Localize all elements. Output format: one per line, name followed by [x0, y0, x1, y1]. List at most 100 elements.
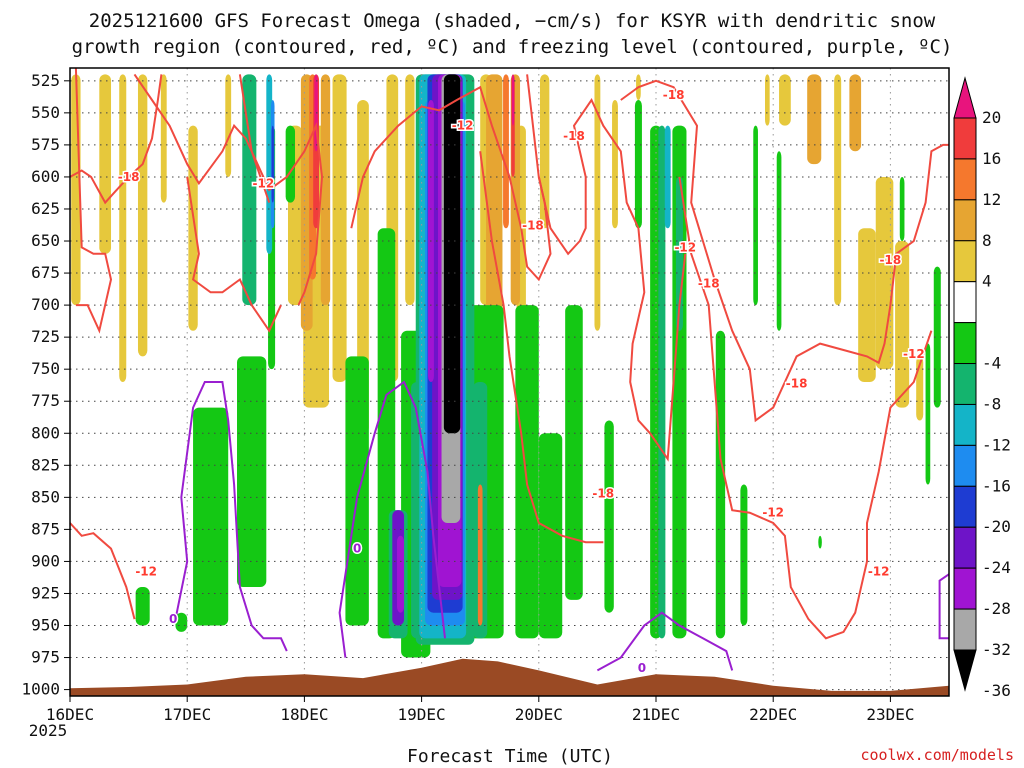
- sinking-plume: [895, 241, 910, 408]
- y-tick-label: 600: [31, 167, 60, 186]
- y-tick-label: 550: [31, 103, 60, 122]
- colorbar-swatch: [953, 158, 977, 201]
- rising-plume: [899, 176, 905, 242]
- colorbar-tick-label: -12: [982, 435, 1011, 454]
- y-tick-label: 975: [31, 648, 60, 667]
- rising-plume-strong: [658, 125, 666, 639]
- colorbar-tick-label: 8: [982, 231, 992, 250]
- colorbar-swatch: [953, 76, 977, 119]
- freezing-level-line: [596, 611, 734, 672]
- contour-label: -18: [663, 88, 685, 102]
- colorbar-swatch: [953, 526, 977, 569]
- sinking-plume: [834, 74, 842, 306]
- dgz-contour-line: [350, 85, 552, 282]
- colorbar-tick-label: -8: [982, 394, 1001, 413]
- contour-labels: -18 -12 -12 -12 -18 -18 -18 -12 -18 -18 -18 -12 -18 -…: [116, 86, 926, 676]
- x-tick-label: 20DEC: [515, 705, 563, 724]
- sinking-plume: [332, 74, 347, 382]
- y-tick-label: 775: [31, 391, 60, 410]
- rising-plume: [925, 343, 931, 485]
- rising-plume: [285, 125, 296, 203]
- contour-label: -18: [786, 376, 808, 390]
- sinking-plume: [357, 100, 369, 434]
- sinking-plume: [594, 74, 601, 331]
- y-tick-label: 525: [31, 71, 60, 90]
- rising-plume: [740, 484, 748, 626]
- x-tick-label: 23DEC: [866, 705, 914, 724]
- contour-label: -18: [698, 276, 720, 290]
- rising-plume-strong: [271, 125, 274, 203]
- colorbar-tick-label: 16: [982, 149, 1001, 168]
- rising-core: [443, 74, 461, 434]
- contour-label: -18: [522, 219, 544, 233]
- x-tick-label: 22DEC: [749, 705, 797, 724]
- sinking-plume-strong: [807, 74, 822, 165]
- colorbar-tick-label: -4: [982, 354, 1001, 373]
- freezing-level-line: [338, 380, 446, 658]
- colorbar-swatch: [953, 322, 977, 365]
- rising-plume: [345, 356, 369, 626]
- colorbar-swatch: [953, 281, 977, 324]
- sinking-plume-max: [511, 74, 515, 126]
- colorbar-tick-label: -20: [982, 517, 1011, 536]
- x-axis-year-label: 2025: [29, 721, 68, 740]
- dgz-contour-line: [69, 74, 163, 205]
- colorbar-tick-label: -28: [982, 599, 1011, 618]
- y-tick-label: 875: [31, 519, 60, 538]
- dgz-contour-line: [526, 74, 687, 462]
- contour-label: 0: [169, 612, 177, 626]
- colorbar-swatch: [953, 240, 977, 283]
- colorbar-tick-label: 4: [982, 272, 992, 291]
- colorbar-swatch: [953, 363, 977, 405]
- contour-label: -18: [880, 253, 902, 267]
- dgz-contour-line: [74, 67, 113, 334]
- colorbar-swatch: [953, 608, 977, 651]
- contour-label: -12: [868, 565, 890, 579]
- y-tick-label: 575: [31, 135, 60, 154]
- sinking-plume: [225, 74, 232, 177]
- y-tick-label: 800: [31, 423, 60, 442]
- contour-label: -12: [903, 347, 925, 361]
- credit-text[interactable]: coolwx.com/models: [860, 746, 1014, 764]
- sinking-plume: [612, 100, 618, 229]
- colorbar-swatch: [953, 444, 977, 487]
- sinking-plume-strong: [503, 74, 509, 229]
- rising-core: [396, 535, 405, 613]
- y-axis: 525 550 575 600 625 650 675 700 725 750 775 800 825 8…: [21, 71, 70, 699]
- contour-lines: [69, 67, 950, 672]
- rising-plume-strong: [242, 74, 257, 306]
- x-tick-label: 21DEC: [632, 705, 680, 724]
- y-tick-label: 950: [31, 616, 60, 635]
- rising-plume: [135, 587, 150, 626]
- contour-label: -12: [452, 119, 474, 133]
- y-tick-label: 900: [31, 551, 60, 570]
- contour-label: -12: [253, 176, 275, 190]
- sinking-plume: [858, 228, 876, 382]
- contour-label: -12: [762, 506, 784, 520]
- freezing-level-line: [938, 573, 950, 640]
- rising-plume: [515, 305, 539, 639]
- colorbar-swatch: [953, 403, 977, 446]
- x-tick-label: 16DEC: [46, 705, 94, 724]
- colorbar-swatch: [953, 649, 977, 692]
- sinking-plume-strong: [486, 74, 503, 331]
- terrain-surface: [70, 658, 949, 696]
- sinking-plume: [137, 74, 148, 357]
- dgz-contour-line: [69, 522, 136, 620]
- y-tick-label: 675: [31, 263, 60, 282]
- colorbar-swatch: [953, 117, 977, 160]
- plot-area: -18 -12 -12 -12 -18 -18 -18 -12 -18 -18 -18 -12 -18 -…: [69, 67, 950, 697]
- dgz-contour-line: [620, 79, 949, 423]
- colorbar-tick-label: -36: [982, 681, 1011, 700]
- colorbar-tick-label: -32: [982, 640, 1011, 659]
- sinking-plume: [188, 125, 198, 331]
- dgz-contour-line: [479, 151, 604, 544]
- sinking-plume: [764, 74, 770, 126]
- x-tick-label: 19DEC: [398, 705, 446, 724]
- dgz-contour-line: [133, 73, 324, 306]
- contour-label: 0: [638, 661, 646, 675]
- x-axis: 16DEC 17DEC 18DEC 19DEC 20DEC 21DEC 22DEC 23DEC: [46, 696, 914, 724]
- chart-title-line-1: 2025121600 GFS Forecast Omega (shaded, −…: [89, 10, 936, 32]
- sinking-plume-strong: [849, 74, 862, 152]
- y-tick-label: 750: [31, 359, 60, 378]
